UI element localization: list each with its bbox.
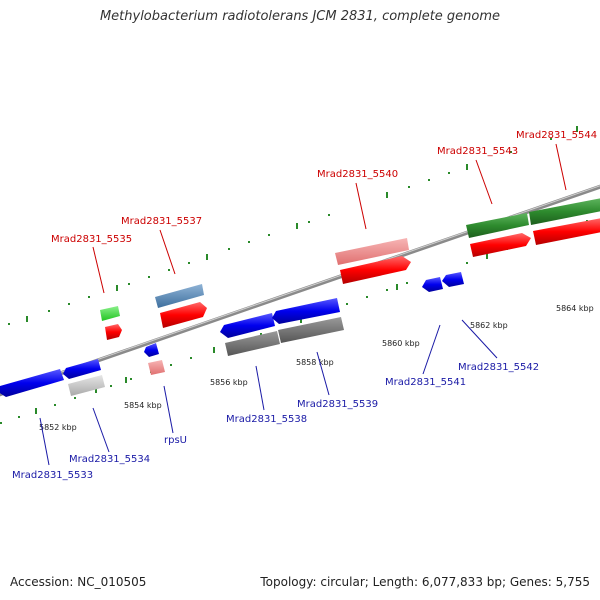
gene-arrow-5542[interactable]	[442, 272, 464, 287]
gene-arrow-5537-a[interactable]	[155, 284, 204, 308]
gene-label-5540[interactable]: Mrad2831_5540	[317, 169, 398, 180]
gene-arrow-5543-a[interactable]	[466, 213, 529, 238]
scale-label-5854: 5854 kbp	[124, 401, 162, 410]
gene-arrow-5534[interactable]	[68, 375, 105, 396]
gene-label-5534[interactable]: Mrad2831_5534	[69, 454, 150, 465]
gene-arrow-5541[interactable]	[422, 277, 443, 292]
gene-arrow-5544-a[interactable]	[529, 198, 600, 225]
scale-label-5856: 5856 kbp	[210, 378, 248, 387]
scale-label-5862: 5862 kbp	[470, 321, 508, 330]
gene-label-5537[interactable]: Mrad2831_5537	[121, 216, 202, 227]
scale-label-5860: 5860 kbp	[382, 339, 420, 348]
scale-label-5852: 5852 kbp	[39, 423, 77, 432]
gene-arrow-5533[interactable]	[0, 369, 64, 397]
reverse-genes	[0, 272, 464, 397]
gene-arrow-5544[interactable]	[533, 218, 600, 245]
gene-arrow-5539[interactable]	[278, 317, 344, 343]
forward-leader-lines	[92, 143, 567, 294]
reverse-leader-lines	[39, 319, 498, 466]
gene-arrow-5537[interactable]	[160, 302, 207, 328]
gene-label-rpsU[interactable]: rpsU	[164, 435, 187, 446]
gene-label-5542[interactable]: Mrad2831_5542	[458, 362, 539, 373]
gene-label-5535[interactable]: Mrad2831_5535	[51, 234, 132, 245]
gene-arrow-5534-a[interactable]	[63, 359, 101, 379]
gene-arrow-5538-a[interactable]	[220, 313, 275, 338]
forward-dotted-track	[8, 126, 578, 325]
gene-label-5544[interactable]: Mrad2831_5544	[516, 130, 597, 141]
gene-arrow-rpsU-b[interactable]	[148, 360, 165, 375]
gene-arrow-5538[interactable]	[225, 331, 280, 356]
accession-text: Accession: NC_010505	[10, 575, 147, 589]
gene-label-5543[interactable]: Mrad2831_5543	[437, 146, 518, 157]
gene-label-5538[interactable]: Mrad2831_5538	[226, 414, 307, 425]
genome-summary-text: Topology: circular; Length: 6,077,833 bp…	[260, 575, 590, 589]
gene-arrow-5543[interactable]	[470, 233, 531, 257]
map-title: Methylobacterium radiotolerans JCM 2831,…	[99, 9, 501, 24]
scale-label-5858: 5858 kbp	[296, 358, 334, 367]
gene-arrow-5539-a[interactable]	[272, 298, 340, 324]
gene-label-5541[interactable]: Mrad2831_5541	[385, 377, 466, 388]
gene-arrow-5540-a[interactable]	[335, 238, 409, 265]
gene-label-5533[interactable]: Mrad2831_5533	[12, 470, 93, 481]
scale-label-5864: 5864 kbp	[556, 304, 594, 313]
gene-label-5539[interactable]: Mrad2831_5539	[297, 399, 378, 410]
gene-arrow-5535[interactable]	[105, 324, 122, 340]
gene-arrow-rpsU[interactable]	[144, 343, 159, 357]
forward-genes	[100, 198, 600, 340]
gene-arrow-5540[interactable]	[340, 256, 411, 284]
gene-arrow-5535-a[interactable]	[100, 306, 120, 321]
